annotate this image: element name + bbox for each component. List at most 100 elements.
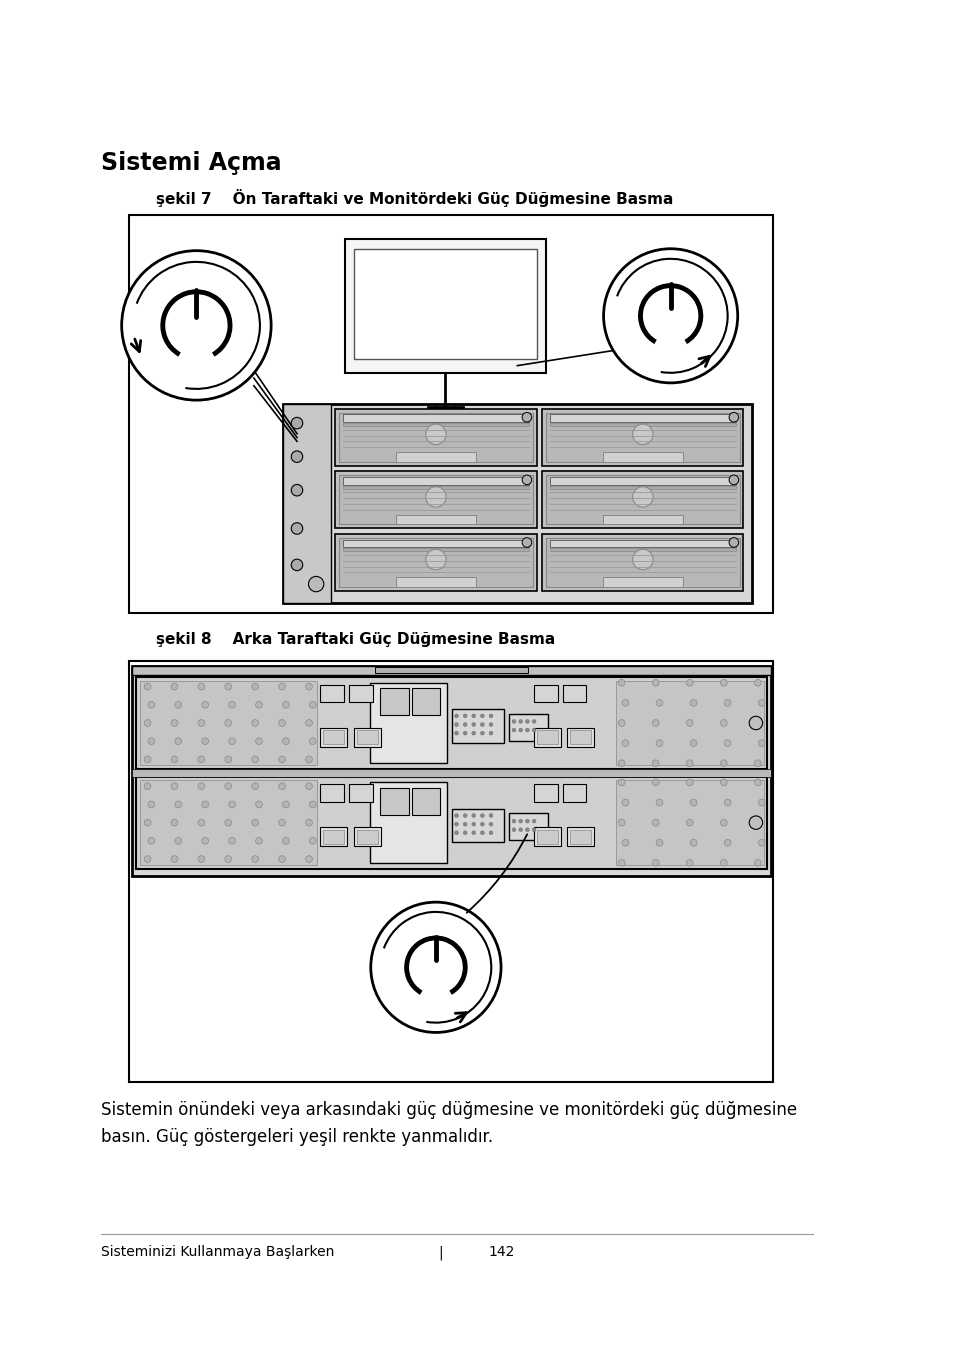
Text: şekil 7    Ön Taraftaki ve Monitördeki Güç Düğmesine Basma: şekil 7 Ön Taraftaki ve Monitördeki Güç … (156, 190, 673, 207)
Circle shape (455, 731, 458, 735)
Circle shape (728, 475, 738, 485)
Circle shape (198, 756, 205, 762)
Circle shape (758, 739, 764, 746)
Circle shape (720, 680, 726, 686)
Circle shape (463, 714, 467, 718)
Bar (602, 577, 682, 586)
Bar (349, 784, 373, 802)
Bar (343, 422, 528, 427)
Circle shape (282, 738, 289, 745)
Circle shape (472, 814, 476, 818)
Bar (383, 436, 507, 447)
Circle shape (748, 816, 761, 830)
Circle shape (723, 700, 730, 707)
Bar (395, 515, 476, 524)
Circle shape (455, 822, 458, 826)
Circle shape (652, 819, 659, 826)
Circle shape (144, 856, 151, 862)
Bar (345, 240, 545, 374)
Bar (282, 403, 751, 604)
Bar (354, 727, 380, 747)
Circle shape (455, 814, 458, 818)
Bar (534, 685, 558, 701)
Circle shape (472, 831, 476, 834)
Circle shape (489, 714, 493, 718)
Bar (282, 403, 330, 604)
Circle shape (480, 831, 484, 834)
Circle shape (255, 738, 262, 745)
Circle shape (278, 783, 285, 789)
Circle shape (685, 779, 692, 785)
Bar (549, 414, 735, 422)
Circle shape (278, 756, 285, 762)
Circle shape (656, 700, 662, 707)
Circle shape (198, 856, 205, 862)
Circle shape (720, 860, 726, 867)
Circle shape (171, 783, 177, 789)
Bar (343, 477, 528, 485)
Circle shape (480, 714, 484, 718)
Bar (130, 215, 772, 613)
Bar (356, 830, 377, 844)
Circle shape (291, 523, 302, 535)
Bar (602, 515, 682, 524)
Bar (356, 730, 377, 743)
Circle shape (489, 814, 493, 818)
Circle shape (652, 860, 659, 867)
Circle shape (472, 731, 476, 735)
Circle shape (480, 814, 484, 818)
Circle shape (489, 822, 493, 826)
Circle shape (525, 827, 529, 831)
Bar (509, 714, 547, 741)
Bar (537, 730, 558, 743)
Circle shape (748, 716, 761, 730)
Bar (320, 827, 347, 846)
Circle shape (720, 760, 726, 766)
Circle shape (689, 839, 697, 846)
Bar (335, 409, 536, 466)
Circle shape (305, 719, 312, 726)
Circle shape (518, 719, 522, 723)
Bar (534, 727, 560, 747)
Circle shape (278, 684, 285, 691)
Circle shape (463, 723, 467, 727)
Bar (541, 533, 742, 590)
Bar (130, 661, 772, 1082)
Circle shape (532, 827, 536, 831)
Bar (370, 783, 446, 862)
Circle shape (728, 413, 738, 422)
Bar (452, 808, 504, 842)
Bar (549, 540, 735, 547)
Bar (132, 666, 770, 676)
Bar (549, 548, 735, 551)
Circle shape (309, 802, 315, 808)
Circle shape (463, 831, 467, 834)
Bar (136, 677, 766, 769)
Bar (534, 827, 560, 846)
Circle shape (723, 799, 730, 806)
Circle shape (171, 856, 177, 862)
Circle shape (728, 538, 738, 547)
Circle shape (754, 680, 760, 686)
Text: Sistemin önündeki veya arkasındaki güç düğmesine ve monitördeki güç düğmesine
ba: Sistemin önündeki veya arkasındaki güç d… (100, 1101, 796, 1145)
Bar (411, 688, 439, 715)
Bar (339, 413, 532, 462)
Bar (570, 730, 591, 743)
Bar (549, 422, 735, 427)
Circle shape (229, 738, 235, 745)
Circle shape (689, 700, 697, 707)
Circle shape (656, 799, 662, 806)
Circle shape (202, 838, 209, 844)
Bar (379, 688, 408, 715)
Circle shape (685, 760, 692, 766)
Circle shape (171, 819, 177, 826)
Circle shape (758, 799, 764, 806)
Circle shape (621, 799, 628, 806)
Bar (132, 666, 770, 876)
Circle shape (618, 680, 624, 686)
Circle shape (198, 783, 205, 789)
Bar (323, 830, 344, 844)
Circle shape (512, 827, 516, 831)
Bar (509, 814, 547, 841)
Circle shape (252, 856, 258, 862)
